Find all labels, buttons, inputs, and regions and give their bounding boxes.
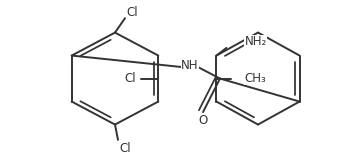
Text: CH₃: CH₃ <box>245 72 266 85</box>
Text: Cl: Cl <box>119 142 131 155</box>
Text: NH₂: NH₂ <box>245 35 267 48</box>
Text: Cl: Cl <box>126 6 138 19</box>
Text: Cl: Cl <box>125 72 136 85</box>
Text: NH: NH <box>181 59 199 72</box>
Text: O: O <box>198 114 208 127</box>
